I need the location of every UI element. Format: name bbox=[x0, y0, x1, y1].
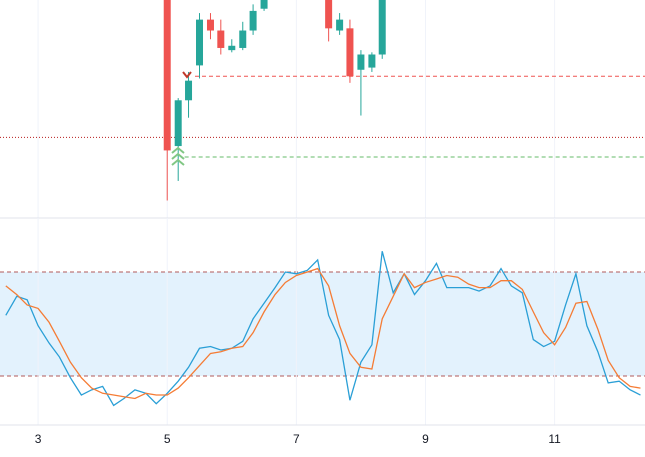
indicator-line bbox=[5, 267, 641, 400]
candle-body bbox=[185, 80, 193, 101]
candle-body bbox=[217, 30, 225, 48]
candle-body bbox=[206, 19, 214, 31]
x-tick-label: 11 bbox=[548, 432, 561, 446]
candle-body bbox=[260, 0, 268, 9]
candle-body bbox=[174, 100, 182, 147]
x-tick-label: 9 bbox=[422, 432, 429, 446]
candle-body bbox=[249, 10, 257, 31]
candle-body bbox=[336, 19, 344, 31]
band-fill bbox=[0, 272, 645, 376]
candle-body bbox=[346, 28, 354, 77]
candle-body bbox=[239, 30, 247, 48]
x-tick-label: 5 bbox=[164, 432, 171, 446]
candle-body bbox=[378, 0, 386, 55]
candle-body bbox=[228, 45, 236, 51]
candle-body bbox=[163, 0, 171, 151]
candle-body bbox=[368, 54, 376, 68]
candle-body bbox=[357, 54, 365, 70]
indicator-line bbox=[5, 251, 641, 407]
x-tick-label: 7 bbox=[293, 432, 300, 446]
x-tick-label: 3 bbox=[35, 432, 42, 446]
candle-body bbox=[325, 0, 333, 29]
buy-marker bbox=[171, 146, 185, 166]
sell-marker bbox=[182, 71, 192, 79]
candle-body bbox=[196, 19, 204, 66]
